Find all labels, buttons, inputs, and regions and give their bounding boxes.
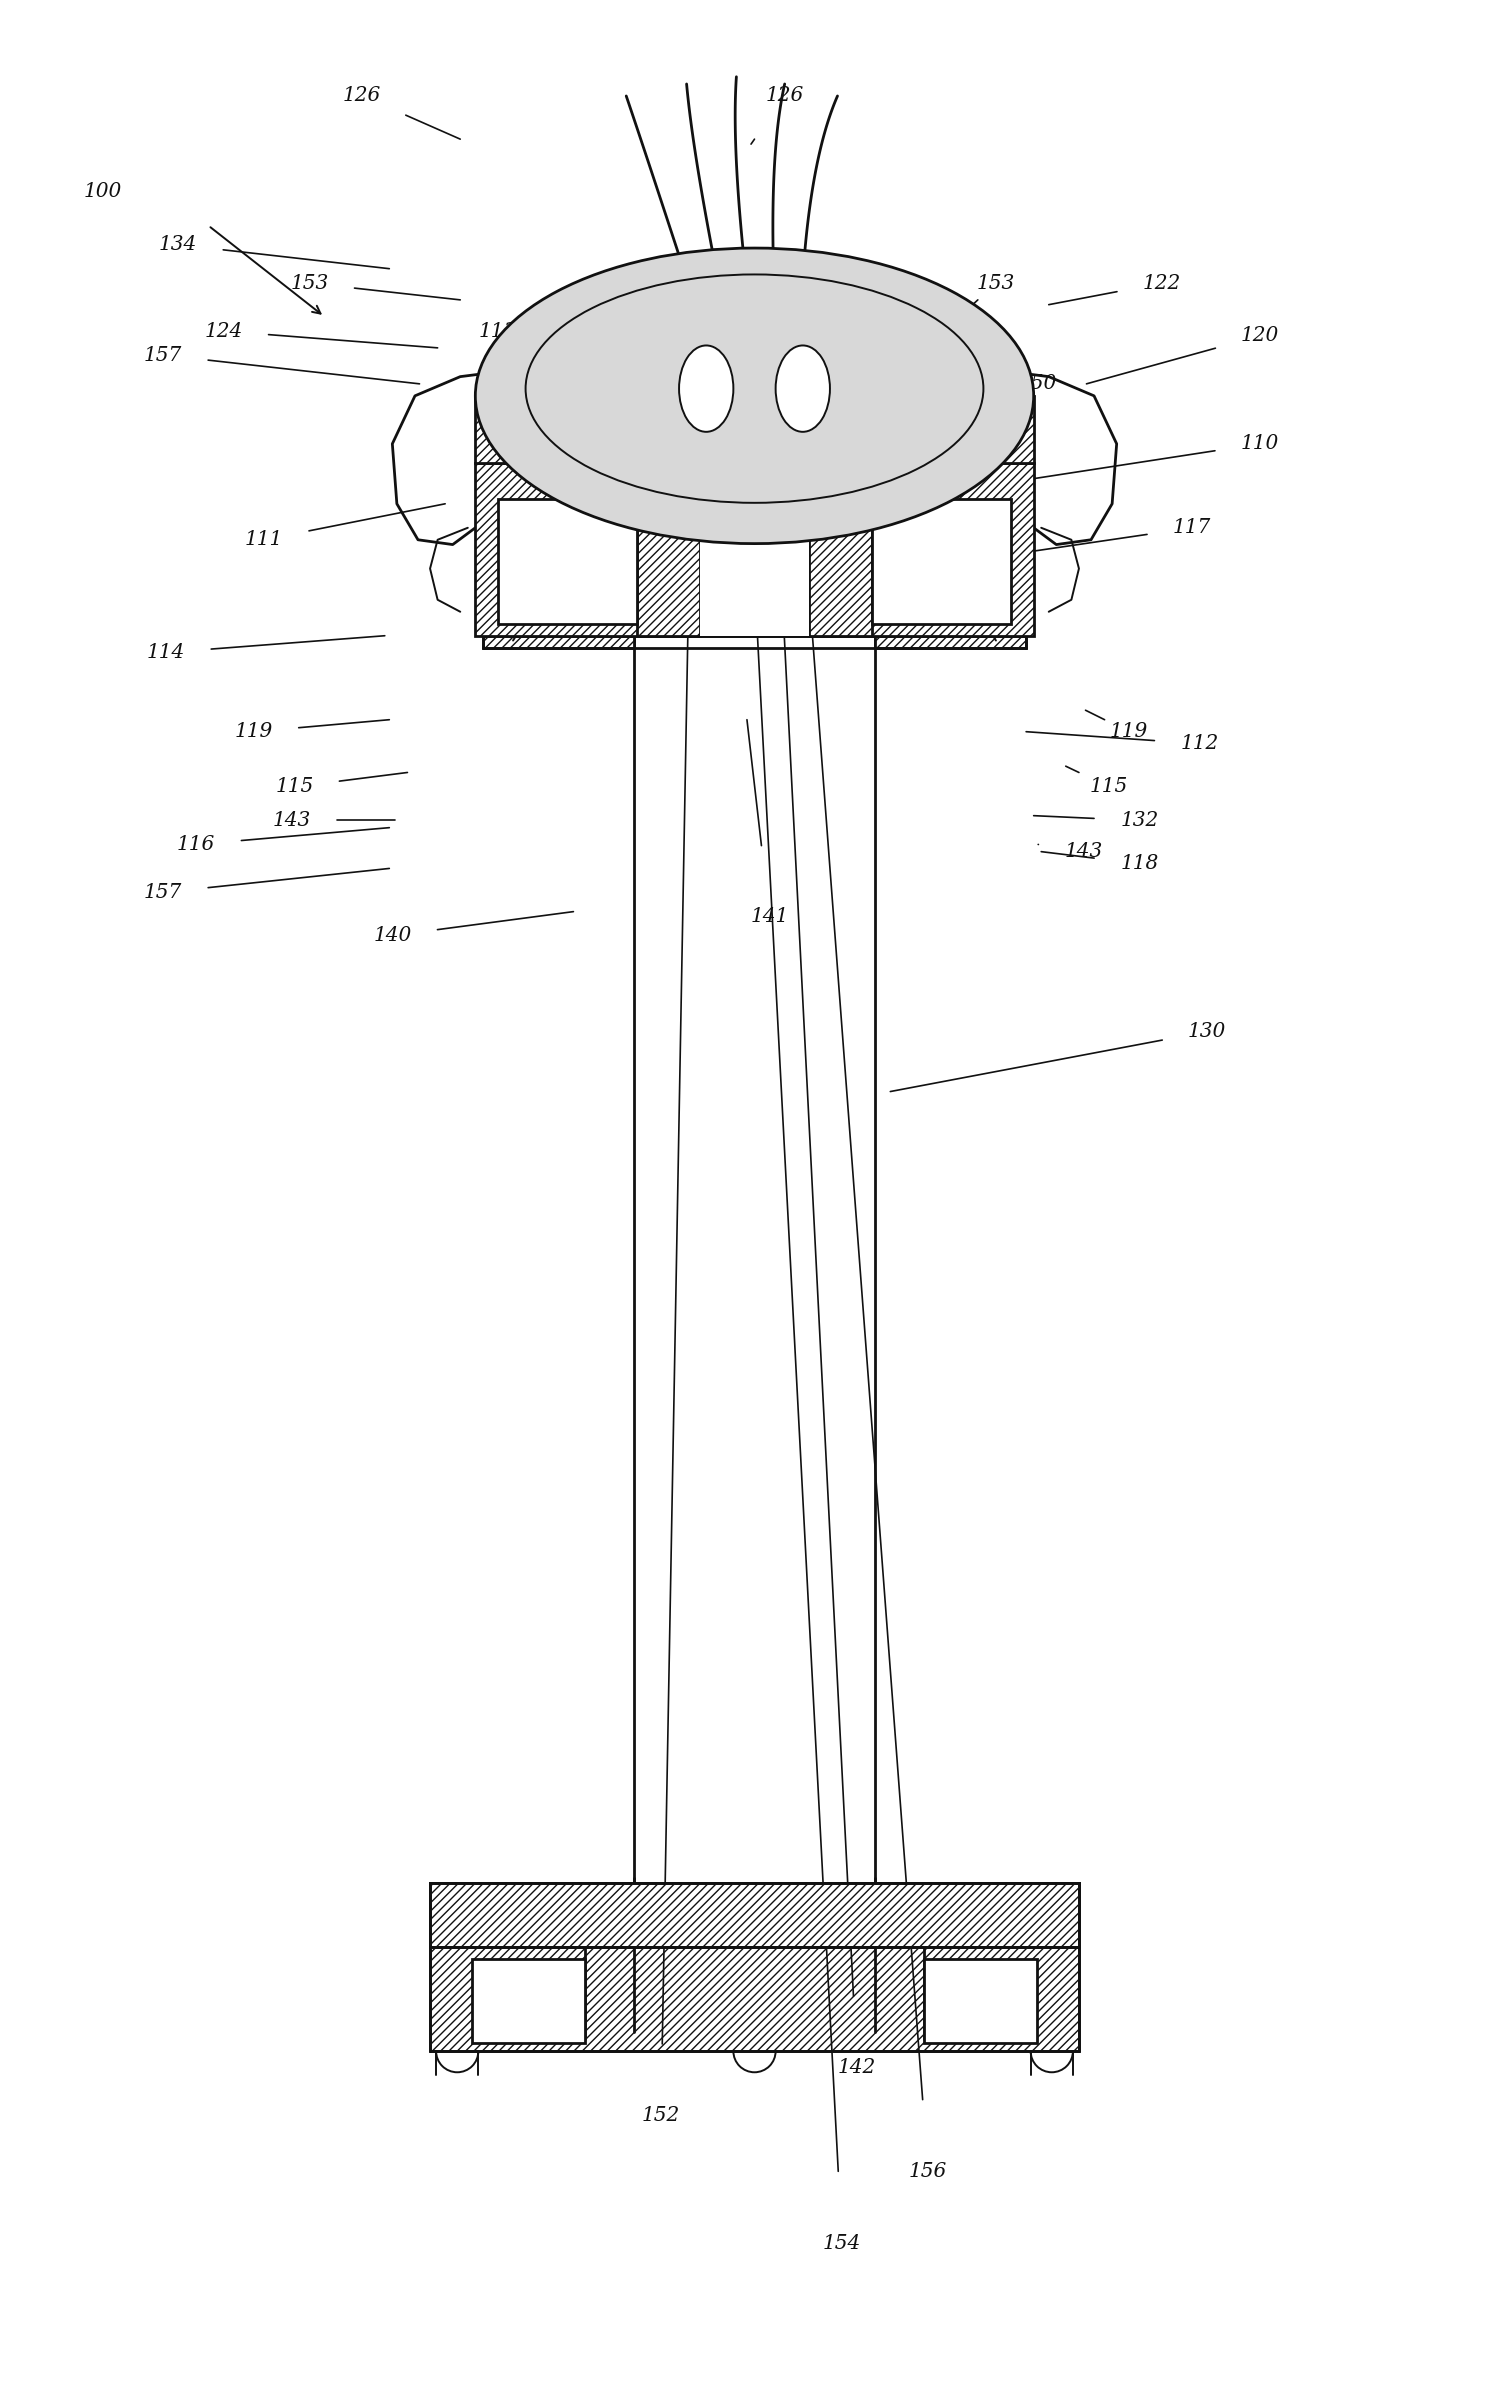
Bar	[475, 463, 1034, 636]
Text: 124: 124	[204, 321, 243, 341]
Ellipse shape	[475, 247, 1034, 545]
Text: 113: 113	[939, 410, 978, 429]
Text: 143: 143	[1064, 842, 1103, 861]
Bar	[430, 1883, 1079, 1948]
Bar	[430, 1883, 1079, 1948]
Text: 114: 114	[146, 643, 186, 662]
Text: 142: 142	[837, 2058, 877, 2078]
Text: 130: 130	[1188, 1022, 1227, 1041]
Text: 113: 113	[478, 321, 518, 341]
Text: 117: 117	[1172, 518, 1212, 537]
Bar	[872, 499, 1011, 624]
Bar	[700, 463, 809, 636]
Text: 153: 153	[976, 273, 1016, 293]
Text: 156: 156	[908, 2161, 948, 2181]
Text: 115: 115	[1089, 777, 1129, 796]
Bar	[498, 499, 637, 624]
Bar	[483, 636, 634, 648]
Text: 100: 100	[83, 182, 122, 202]
Text: 112: 112	[1180, 734, 1219, 753]
Bar	[875, 636, 1026, 648]
Text: 118: 118	[1120, 854, 1159, 873]
Text: 115: 115	[275, 777, 314, 796]
Circle shape	[776, 345, 830, 432]
Text: 126: 126	[765, 86, 804, 106]
Text: 152: 152	[641, 2106, 681, 2126]
Text: 110: 110	[1240, 434, 1280, 453]
Bar	[634, 636, 875, 1931]
Circle shape	[679, 345, 733, 432]
Text: 132: 132	[1120, 811, 1159, 830]
Text: 157: 157	[143, 883, 183, 902]
Text: 157: 157	[143, 345, 183, 365]
Text: 143: 143	[272, 811, 311, 830]
Text: 154: 154	[822, 2233, 862, 2253]
Text: 119: 119	[234, 722, 273, 741]
Text: 111: 111	[244, 530, 284, 549]
Text: 150: 150	[1019, 374, 1058, 393]
Text: 116: 116	[177, 835, 216, 854]
Text: 134: 134	[158, 235, 198, 254]
Text: 119: 119	[1109, 722, 1148, 741]
Bar	[809, 463, 872, 636]
Bar	[637, 463, 700, 636]
Text: 153: 153	[290, 273, 329, 293]
Bar	[924, 1958, 1037, 2044]
Text: 126: 126	[343, 86, 382, 106]
Bar	[472, 1958, 585, 2044]
Text: 140: 140	[373, 926, 412, 945]
Text: 122: 122	[1142, 273, 1182, 293]
Text: 151: 151	[546, 422, 585, 441]
Bar	[430, 1883, 1079, 2051]
Bar	[475, 396, 1034, 463]
Text: 141: 141	[750, 907, 789, 926]
Text: 120: 120	[1240, 326, 1280, 345]
